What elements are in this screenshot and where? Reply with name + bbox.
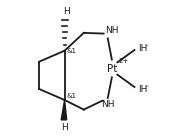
Text: &1: &1 [67,48,77,54]
Text: H: H [61,123,68,132]
Polygon shape [61,100,67,120]
Text: H: H [63,7,70,16]
Text: IH: IH [139,44,148,53]
Text: Pt: Pt [107,64,117,73]
Text: IH: IH [139,85,148,94]
Text: &1: &1 [67,93,77,99]
Text: 2+: 2+ [119,58,129,64]
Text: NH: NH [105,26,118,35]
Text: NH: NH [101,100,114,109]
Text: ⁻: ⁻ [145,83,149,92]
Text: ⁻: ⁻ [145,42,149,51]
